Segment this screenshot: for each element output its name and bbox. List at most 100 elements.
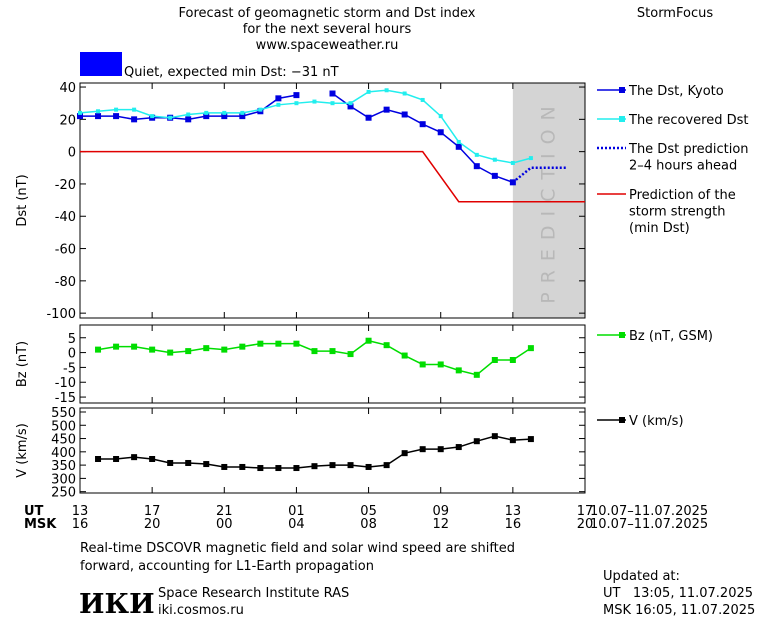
data-point bbox=[114, 107, 119, 112]
data-point bbox=[456, 139, 461, 144]
updated-ut: UT 13:05, 11.07.2025 bbox=[603, 586, 753, 601]
y-tick-label: 350 bbox=[51, 459, 76, 474]
institute: Space Research Institute RAS bbox=[158, 586, 349, 601]
y-axis-label: V (km/s) bbox=[15, 423, 30, 478]
legend-label: 2–4 hours ahead bbox=[629, 159, 737, 174]
data-point bbox=[509, 437, 516, 444]
x-tick-label: 16 bbox=[505, 517, 522, 532]
title: for the next several hours bbox=[243, 22, 412, 37]
data-point bbox=[437, 361, 444, 368]
data-point bbox=[131, 454, 138, 461]
data-point bbox=[293, 92, 300, 99]
data-point bbox=[204, 110, 209, 115]
data-point bbox=[113, 343, 120, 350]
data-point bbox=[402, 91, 407, 96]
data-point bbox=[491, 433, 498, 440]
y-tick-label: -5 bbox=[63, 361, 76, 376]
plot-frame bbox=[79, 82, 586, 319]
x-tick-label: 01 bbox=[288, 504, 305, 519]
x-range-label: 10.07–11.07.2025 bbox=[590, 504, 708, 519]
x-tick-label: 20 bbox=[144, 517, 161, 532]
y-tick-label: 0 bbox=[68, 146, 76, 161]
y-tick-label: 500 bbox=[51, 419, 76, 434]
data-point bbox=[329, 90, 336, 97]
data-point bbox=[348, 101, 353, 106]
data-point bbox=[527, 436, 534, 443]
legend-label: Prediction of the bbox=[629, 188, 736, 203]
data-point bbox=[383, 106, 390, 113]
x-tick-label: 00 bbox=[216, 517, 233, 532]
legend-label: The Dst prediction bbox=[628, 142, 749, 157]
data-point bbox=[329, 462, 336, 469]
data-point bbox=[203, 345, 210, 352]
data-point bbox=[77, 113, 83, 120]
series-line bbox=[80, 92, 514, 184]
data-point bbox=[455, 143, 462, 150]
y-tick-label: -15 bbox=[55, 391, 76, 406]
data-point bbox=[203, 461, 210, 468]
data-point bbox=[528, 156, 533, 161]
y-tick-label: 0 bbox=[68, 347, 76, 362]
y-tick-label: 20 bbox=[59, 113, 76, 128]
data-point bbox=[509, 356, 516, 363]
data-point bbox=[221, 463, 228, 470]
y-tick-label: 5 bbox=[68, 332, 76, 347]
data-point bbox=[312, 99, 317, 104]
y-axis-label: Bz (nT) bbox=[15, 341, 30, 387]
plot-frame bbox=[79, 324, 586, 404]
data-point bbox=[203, 113, 210, 120]
legend-marker bbox=[619, 417, 625, 423]
y-tick-label: -100 bbox=[46, 307, 76, 322]
data-point bbox=[365, 337, 372, 344]
x-tick-label: 20 bbox=[577, 517, 594, 532]
legend-label: V (km/s) bbox=[629, 414, 684, 429]
updated-label: Updated at: bbox=[603, 569, 680, 584]
data-point bbox=[455, 444, 462, 451]
data-point bbox=[294, 101, 299, 106]
data-point bbox=[311, 463, 318, 470]
x-tick-label: 04 bbox=[288, 517, 305, 532]
data-point bbox=[167, 349, 174, 356]
data-point bbox=[383, 462, 390, 469]
series-line bbox=[79, 89, 532, 164]
data-point bbox=[401, 111, 408, 118]
data-point bbox=[78, 110, 82, 115]
website: iki.cosmos.ru bbox=[158, 603, 244, 618]
data-point bbox=[473, 438, 480, 445]
y-tick-label: -80 bbox=[55, 275, 76, 290]
series-line bbox=[97, 339, 532, 376]
series-line bbox=[80, 150, 585, 203]
x-tick-label: 05 bbox=[360, 504, 377, 519]
data-point bbox=[365, 463, 372, 470]
x-axis-name: MSK bbox=[24, 517, 57, 532]
data-point bbox=[95, 113, 102, 120]
data-point bbox=[239, 343, 246, 350]
data-point bbox=[221, 113, 228, 120]
y-tick-label: 250 bbox=[51, 486, 76, 501]
brand: StormFocus bbox=[637, 6, 713, 21]
x-tick-label: 12 bbox=[432, 517, 449, 532]
data-point bbox=[420, 97, 425, 102]
data-point bbox=[221, 346, 228, 353]
legend-label: storm strength bbox=[629, 205, 726, 220]
y-tick-label: 40 bbox=[59, 81, 76, 96]
data-point bbox=[132, 107, 137, 112]
status-label: Quiet, expected min Dst: −31 nT bbox=[124, 65, 339, 80]
data-point bbox=[527, 345, 534, 352]
data-point bbox=[257, 340, 264, 347]
data-point bbox=[329, 348, 336, 355]
data-point bbox=[96, 109, 101, 114]
y-tick-label: -40 bbox=[55, 210, 76, 225]
data-point bbox=[186, 112, 191, 117]
y-tick-label: 450 bbox=[51, 433, 76, 448]
data-point bbox=[276, 102, 281, 107]
data-point bbox=[401, 450, 408, 457]
data-point bbox=[293, 340, 300, 347]
data-point bbox=[239, 463, 246, 470]
prediction-label: PREDICTION bbox=[537, 97, 559, 304]
data-point bbox=[347, 103, 354, 110]
data-point bbox=[437, 446, 444, 453]
x-tick-label: 17 bbox=[577, 504, 594, 519]
data-point bbox=[473, 371, 480, 378]
data-point bbox=[275, 465, 282, 472]
